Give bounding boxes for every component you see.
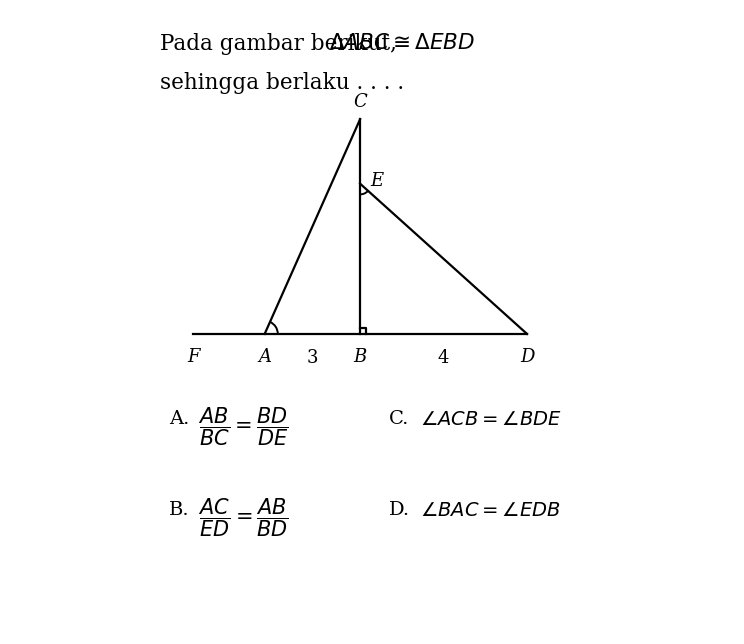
Text: $\dfrac{AB}{BC} = \dfrac{BD}{DE}$: $\dfrac{AB}{BC} = \dfrac{BD}{DE}$ [198, 406, 289, 448]
Text: B: B [353, 348, 367, 366]
Text: Pada gambar berikut,: Pada gambar berikut, [160, 33, 411, 55]
Text: $\angle BAC = \angle EDB$: $\angle BAC = \angle EDB$ [420, 501, 560, 520]
Text: $\angle ACB = \angle BDE$: $\angle ACB = \angle BDE$ [420, 410, 562, 430]
Text: A.: A. [169, 410, 190, 428]
Text: C: C [353, 93, 367, 111]
Text: sehingga berlaku . . . .: sehingga berlaku . . . . [160, 71, 404, 93]
Text: C.: C. [388, 410, 409, 428]
Text: F: F [187, 348, 199, 366]
Text: E: E [371, 173, 384, 190]
Text: 3: 3 [307, 349, 318, 367]
Text: B.: B. [169, 501, 190, 519]
Text: D.: D. [388, 501, 410, 519]
Text: A: A [258, 348, 271, 366]
Text: D: D [520, 348, 534, 366]
Text: $\Delta ABC \cong \Delta EBD$: $\Delta ABC \cong \Delta EBD$ [329, 33, 475, 53]
Text: $\dfrac{AC}{ED} = \dfrac{AB}{BD}$: $\dfrac{AC}{ED} = \dfrac{AB}{BD}$ [198, 496, 289, 538]
Text: 4: 4 [438, 349, 449, 367]
